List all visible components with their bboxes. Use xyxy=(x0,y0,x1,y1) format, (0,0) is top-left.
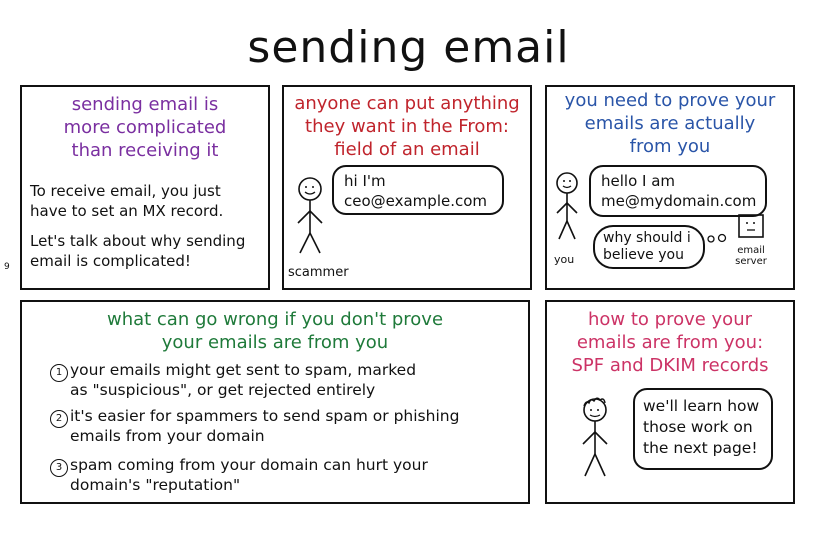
bubble-line: why should i xyxy=(603,230,691,246)
item-line: it's easier for spammers to send spam or… xyxy=(70,407,460,425)
heading-line: how to prove your xyxy=(587,309,753,330)
panel-prove-emails: you need to prove your emails are actual… xyxy=(545,85,795,290)
heading-line: what can go wrong if you don't prove xyxy=(106,309,444,330)
bubble-line: we'll learn how xyxy=(643,397,760,415)
heading-line: more complicated xyxy=(63,117,227,138)
bubble-line: those work on xyxy=(643,418,753,436)
thought-dots-icon xyxy=(707,233,727,243)
list-item: it's easier for spammers to send spam or… xyxy=(70,406,459,446)
scammer-label: scammer xyxy=(288,265,349,280)
speech-bubble: we'll learn how those work on the next p… xyxy=(633,388,773,470)
curly-hair-stick-figure-icon xyxy=(582,397,608,477)
bubble-line: believe you xyxy=(603,247,684,263)
heading-line: from you xyxy=(629,136,711,157)
heading-line: anyone can put anything xyxy=(294,93,520,114)
list-item: your emails might get sent to spam, mark… xyxy=(70,360,416,400)
heading-line: they want in the From: xyxy=(305,116,509,137)
panel-receiving-vs-sending: sending email is more complicated than r… xyxy=(20,85,270,290)
speech-bubble: hello I am me@mydomain.com xyxy=(589,165,767,217)
bubble-line: me@mydomain.com xyxy=(601,192,757,210)
panel-from-field: anyone can put anything they want in the… xyxy=(282,85,532,290)
body-line: Let's talk about why sending xyxy=(30,232,246,250)
item-number: 2 xyxy=(50,410,68,428)
speech-bubble: hi I'm ceo@example.com xyxy=(332,165,504,215)
body-line: email is complicated! xyxy=(30,252,191,270)
scammer-stick-figure-icon xyxy=(297,177,323,254)
thought-bubble: why should i believe you xyxy=(593,225,705,269)
email-server-label: email server xyxy=(733,245,769,267)
you-label: you xyxy=(554,253,575,266)
you-stick-figure-icon xyxy=(556,172,578,240)
panel-body: To receive email, you just have to set a… xyxy=(30,181,223,221)
page-number: 9 xyxy=(4,262,10,272)
bubble-line: hello I am xyxy=(601,172,676,190)
item-line: domain's "reputation" xyxy=(70,476,241,494)
body-line: have to set an MX record. xyxy=(30,202,224,220)
panel-heading: what can go wrong if you don't prove you… xyxy=(22,308,528,354)
item-line: spam coming from your domain can hurt yo… xyxy=(70,456,428,474)
panel-heading: anyone can put anything they want in the… xyxy=(284,92,530,161)
heading-line: you need to prove your xyxy=(564,90,776,111)
heading-line: emails are actually xyxy=(584,113,756,134)
item-line: emails from your domain xyxy=(70,427,265,445)
label-line: email xyxy=(737,245,765,256)
label-line: server xyxy=(735,256,767,267)
bubble-line: hi I'm xyxy=(344,172,386,190)
panel-what-can-go-wrong: what can go wrong if you don't prove you… xyxy=(20,300,530,504)
heading-line: your emails are from you xyxy=(161,332,389,353)
panel-heading: you need to prove your emails are actual… xyxy=(547,89,793,158)
panel-spf-dkim: how to prove your emails are from you: S… xyxy=(545,300,795,504)
panel-heading: how to prove your emails are from you: S… xyxy=(547,308,793,377)
heading-line: sending email is xyxy=(71,94,219,115)
heading-line: emails are from you: xyxy=(576,332,764,353)
body-line: To receive email, you just xyxy=(30,182,221,200)
list-item: spam coming from your domain can hurt yo… xyxy=(70,455,428,495)
heading-line: SPF and DKIM records xyxy=(571,355,769,376)
panel-heading: sending email is more complicated than r… xyxy=(22,93,268,162)
item-line: your emails might get sent to spam, mark… xyxy=(70,361,417,379)
bubble-line: ceo@example.com xyxy=(344,192,488,210)
page-title: sending email xyxy=(247,22,570,73)
item-number: 1 xyxy=(50,364,68,382)
heading-line: field of an email xyxy=(334,139,480,160)
email-server-icon xyxy=(738,214,764,238)
panel-body: Let's talk about why sending email is co… xyxy=(30,231,245,271)
bubble-line: the next page! xyxy=(643,439,758,457)
item-number: 3 xyxy=(50,459,68,477)
heading-line: than receiving it xyxy=(71,140,219,161)
item-line: as "suspicious", or get rejected entirel… xyxy=(70,381,376,399)
